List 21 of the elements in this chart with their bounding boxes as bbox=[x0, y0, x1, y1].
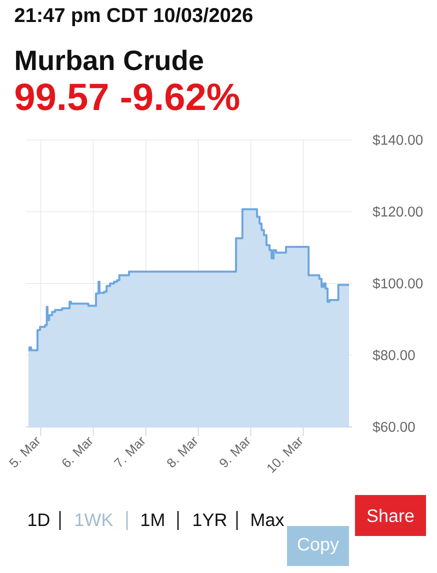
text: Share bbox=[367, 508, 414, 522]
x-tick-label: 5. Mar bbox=[8, 436, 40, 468]
text: 1M bbox=[142, 514, 164, 526]
y-tick-label: $80.00 bbox=[372, 350, 415, 361]
text: Max bbox=[252, 514, 284, 526]
text: Copy bbox=[298, 538, 339, 554]
chart-subtitle: 99.57 -9.62% bbox=[16, 83, 240, 110]
x-tick-label: 6. Mar bbox=[62, 436, 92, 467]
y-tick-label: $140.00 bbox=[372, 134, 423, 146]
y-tick-label: $120.00 bbox=[372, 206, 423, 218]
x-tick-label: 8. Mar bbox=[167, 436, 198, 468]
text: 1D bbox=[28, 514, 50, 526]
text: 21:47 pm CDT 10/03/2026 bbox=[14, 8, 252, 26]
x-tick-label: 10. Mar bbox=[268, 436, 302, 473]
y-tick-label: $60.00 bbox=[372, 421, 415, 433]
y-tick-label: $100.00 bbox=[372, 278, 423, 290]
text: 1WK bbox=[76, 514, 114, 526]
x-tick-label: 9. Mar bbox=[220, 436, 250, 468]
text: 1YR bbox=[194, 514, 226, 526]
x-tick-label: 7. Mar bbox=[114, 436, 145, 467]
chart-title: Murban Crude bbox=[16, 50, 204, 70]
